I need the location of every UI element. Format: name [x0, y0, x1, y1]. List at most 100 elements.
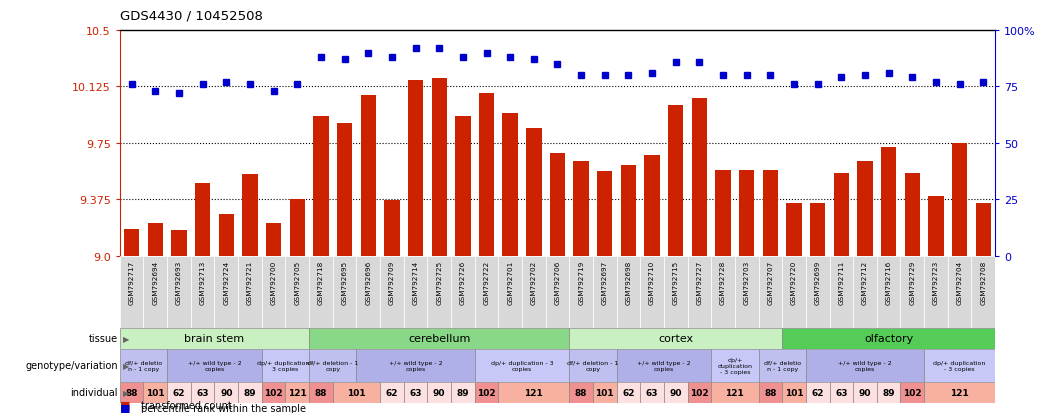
Bar: [451, 382, 475, 403]
Bar: [120, 349, 167, 382]
Text: GSM792708: GSM792708: [981, 260, 987, 304]
Bar: [427, 256, 451, 328]
Bar: [262, 349, 309, 382]
Bar: [573, 161, 589, 256]
Bar: [215, 382, 239, 403]
Text: 90: 90: [670, 388, 683, 397]
Text: GSM792718: GSM792718: [318, 260, 324, 304]
Bar: [475, 256, 498, 328]
Bar: [498, 382, 569, 403]
Bar: [266, 223, 281, 256]
Text: 102: 102: [265, 388, 283, 397]
Bar: [337, 124, 352, 256]
Text: 89: 89: [456, 388, 469, 397]
Bar: [290, 200, 305, 256]
Bar: [144, 256, 167, 328]
Text: GSM792702: GSM792702: [530, 260, 537, 304]
Bar: [403, 256, 427, 328]
Bar: [787, 204, 801, 256]
Text: GSM792722: GSM792722: [483, 260, 490, 304]
Text: GSM792716: GSM792716: [886, 260, 892, 304]
Text: dp/+
duplication
- 3 copies: dp/+ duplication - 3 copies: [717, 357, 752, 374]
Text: ▶: ▶: [123, 361, 129, 370]
Text: ▶: ▶: [123, 334, 129, 343]
Text: percentile rank within the sample: percentile rank within the sample: [141, 403, 305, 413]
Text: GSM792728: GSM792728: [720, 260, 726, 304]
Bar: [644, 156, 660, 256]
Bar: [167, 349, 262, 382]
Bar: [810, 204, 825, 256]
Bar: [219, 214, 234, 256]
Text: 101: 101: [347, 388, 366, 397]
Text: GSM792727: GSM792727: [696, 260, 702, 304]
Bar: [309, 328, 569, 349]
Bar: [763, 171, 778, 256]
Bar: [356, 256, 380, 328]
Text: GSM792700: GSM792700: [271, 260, 276, 304]
Text: +/+ wild type - 2
copies: +/+ wild type - 2 copies: [637, 360, 691, 371]
Bar: [688, 382, 712, 403]
Text: GSM792696: GSM792696: [365, 260, 371, 304]
Text: 63: 63: [646, 388, 659, 397]
Text: 88: 88: [125, 388, 138, 397]
Text: ■: ■: [120, 403, 130, 413]
Text: +/+ wild type - 2
copies: +/+ wild type - 2 copies: [838, 360, 892, 371]
Bar: [692, 98, 708, 256]
Bar: [900, 256, 924, 328]
Bar: [900, 382, 924, 403]
Bar: [120, 328, 309, 349]
Bar: [286, 382, 309, 403]
Text: GSM792699: GSM792699: [815, 260, 821, 304]
Bar: [971, 256, 995, 328]
Bar: [948, 256, 971, 328]
Bar: [239, 256, 262, 328]
Bar: [783, 382, 805, 403]
Bar: [332, 256, 356, 328]
Bar: [716, 171, 730, 256]
Bar: [805, 256, 829, 328]
Text: GSM792706: GSM792706: [554, 260, 561, 304]
Text: 89: 89: [244, 388, 256, 397]
Bar: [427, 382, 451, 403]
Text: 62: 62: [812, 388, 824, 397]
Bar: [617, 349, 712, 382]
Text: 63: 63: [196, 388, 208, 397]
Text: dp/+ duplication - 3
copies: dp/+ duplication - 3 copies: [491, 360, 553, 371]
Bar: [805, 382, 829, 403]
Text: GSM792697: GSM792697: [602, 260, 607, 304]
Text: GSM792715: GSM792715: [673, 260, 678, 304]
Text: GSM792698: GSM792698: [625, 260, 631, 304]
Bar: [239, 382, 262, 403]
Text: 62: 62: [622, 388, 635, 397]
Bar: [880, 148, 896, 256]
Text: GSM792694: GSM792694: [152, 260, 158, 304]
Bar: [309, 349, 356, 382]
Bar: [712, 349, 759, 382]
Text: 102: 102: [477, 388, 496, 397]
Bar: [431, 79, 447, 256]
Bar: [546, 256, 569, 328]
Bar: [403, 382, 427, 403]
Bar: [262, 256, 286, 328]
Text: 101: 101: [595, 388, 614, 397]
Bar: [805, 349, 924, 382]
Bar: [242, 175, 257, 256]
Bar: [783, 328, 995, 349]
Bar: [167, 382, 191, 403]
Bar: [640, 382, 664, 403]
Text: GDS4430 / 10452508: GDS4430 / 10452508: [120, 9, 263, 22]
Text: individual: individual: [70, 387, 118, 397]
Text: GSM792721: GSM792721: [247, 260, 253, 304]
Text: 121: 121: [950, 388, 969, 397]
Text: 121: 121: [725, 388, 744, 397]
Bar: [380, 382, 403, 403]
Bar: [309, 256, 332, 328]
Text: GSM792714: GSM792714: [413, 260, 419, 304]
Text: df/+ deletion - 1
copy: df/+ deletion - 1 copy: [307, 360, 358, 371]
Text: cortex: cortex: [659, 334, 693, 344]
Bar: [829, 382, 853, 403]
Bar: [455, 116, 471, 256]
Bar: [597, 172, 613, 256]
Bar: [526, 128, 542, 256]
Text: GSM792704: GSM792704: [957, 260, 963, 304]
